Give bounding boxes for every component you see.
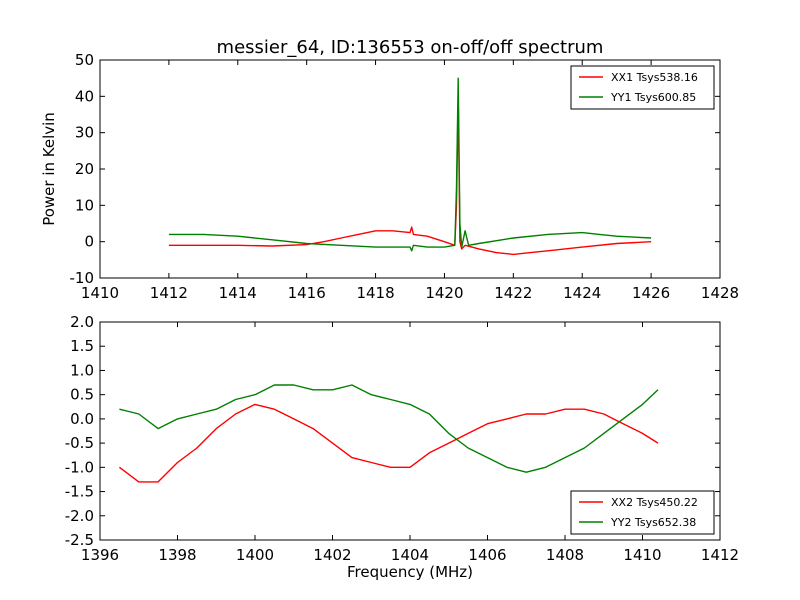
- legend-label: YY2 Tsys652.38: [610, 516, 696, 529]
- y-tick-label: 1.5: [70, 337, 94, 355]
- x-tick-label: 1402: [313, 546, 351, 564]
- x-tick-label: 1422: [494, 284, 532, 302]
- x-tick-label: 1416: [288, 284, 326, 302]
- y-tick-label: -1.5: [65, 483, 94, 501]
- x-tick-label: 1412: [701, 546, 739, 564]
- x-tick-label: 1398: [158, 546, 196, 564]
- y-tick-label: -10: [70, 269, 95, 287]
- top-panel: 1410 1412 1414 1416 1418 1420 1422 1424 1426 1428…: [40, 51, 739, 302]
- y-tick-label: -2.0: [65, 507, 94, 525]
- x-tick-label: 1420: [425, 284, 463, 302]
- y-tick-label: -1.0: [65, 458, 94, 476]
- x-tick-label: 1404: [391, 546, 429, 564]
- legend-label: XX1 Tsys538.16: [611, 71, 698, 84]
- series-line-2-2: [119, 384, 659, 473]
- x-tick-label: 1418: [356, 284, 394, 302]
- y-tick-label: -2.5: [65, 531, 94, 549]
- figure-title: messier_64, ID:136553 on-off/off spectru…: [217, 37, 604, 58]
- legend-label: XX2 Tsys450.22: [611, 496, 698, 509]
- y-tick-label: 0.5: [70, 386, 94, 404]
- y-tick-label: 30: [75, 124, 94, 142]
- series-line-1-1: [168, 95, 652, 256]
- x-tick-label: 1424: [563, 284, 601, 302]
- y-tick-label: 0: [84, 233, 94, 251]
- y-tick-label: 40: [75, 87, 94, 105]
- y-tick-label: 0.0: [70, 410, 94, 428]
- x-tick-label: 1412: [150, 284, 188, 302]
- legend: XX2 Tsys450.22 YY2 Tsys652.38: [570, 490, 715, 535]
- x-tick-label: 1406: [468, 546, 506, 564]
- series-line-1-2: [168, 77, 652, 252]
- x-tick-label: 1400: [236, 546, 274, 564]
- x-tick-label: 1428: [701, 284, 739, 302]
- x-tick-label: 1396: [81, 546, 119, 564]
- x-tick-label: 1426: [632, 284, 670, 302]
- x-tick-label: 1410: [623, 546, 661, 564]
- legend-box: [570, 65, 715, 110]
- series-line-2-1: [118, 403, 659, 483]
- legend-label: YY1 Tsys600.85: [610, 91, 696, 104]
- y-tick-label: 2.0: [70, 313, 94, 331]
- y-axis-label: Power in Kelvin: [40, 112, 58, 226]
- y-tick-label: 20: [75, 160, 94, 178]
- x-tick-label: 1414: [219, 284, 257, 302]
- y-tick-label: -0.5: [65, 434, 94, 452]
- y-tick-label: 10: [75, 196, 94, 214]
- legend: XX1 Tsys538.16 YY1 Tsys600.85: [570, 65, 715, 110]
- x-tick-label: 1410: [81, 284, 119, 302]
- x-axis-label: Frequency (MHz): [347, 563, 473, 581]
- bottom-panel: 1396 1398 1400 1402 1404 1406 1408 1410 1412 -2.5…: [65, 313, 739, 581]
- x-tick-label: 1408: [546, 546, 584, 564]
- y-tick-label: 1.0: [70, 361, 94, 379]
- y-tick-label: 50: [75, 51, 94, 69]
- legend-box: [570, 490, 715, 535]
